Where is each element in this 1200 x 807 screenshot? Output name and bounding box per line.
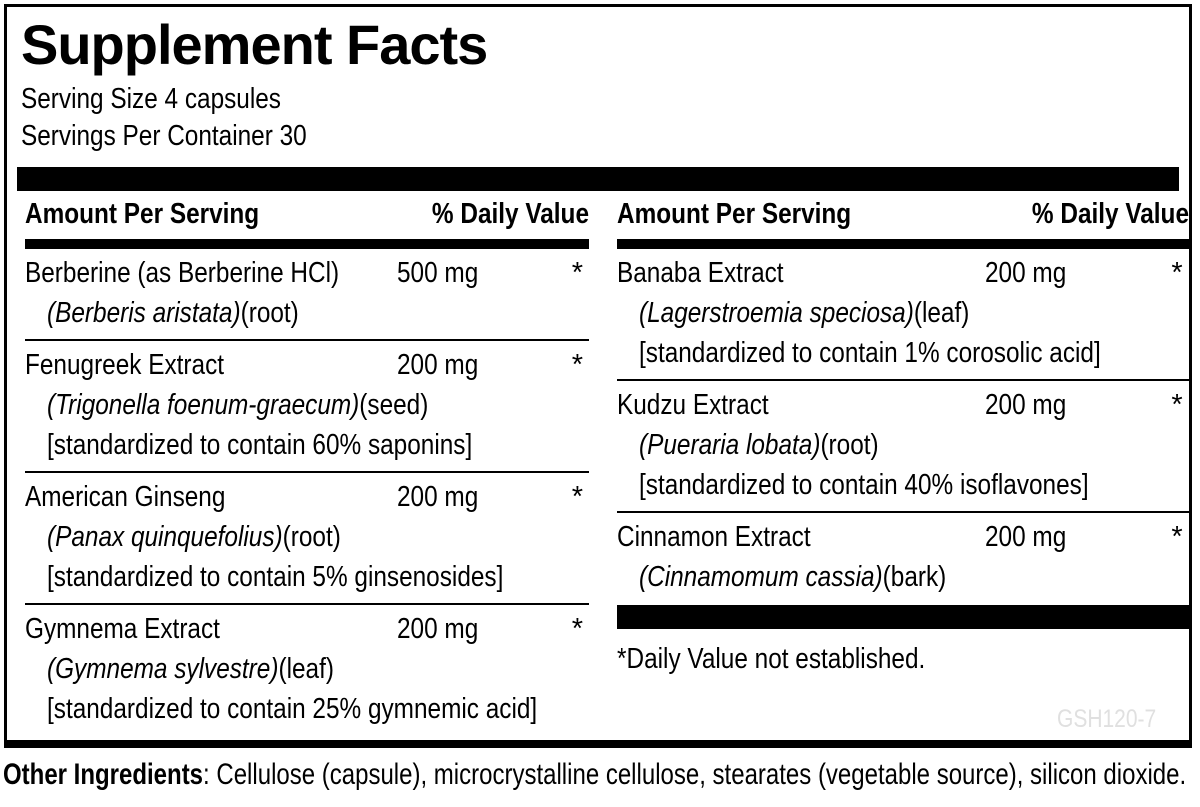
plant-part: (root) — [820, 429, 879, 461]
daily-value-header: % Daily Value — [431, 198, 589, 230]
daily-value-footnote: *Daily Value not established. — [617, 643, 926, 675]
plant-part: (seed) — [359, 389, 429, 421]
supplement-facts-panel: Supplement Facts Serving Size 4 capsules… — [4, 4, 1192, 748]
standardization-note: [standardized to contain 40% isoflavones… — [639, 469, 1089, 501]
botanical-name: (Panax quinquefolius) — [47, 521, 283, 553]
daily-value-asterisk: * — [1171, 521, 1183, 553]
botanical-name: (Berberis aristata) — [47, 297, 241, 329]
ingredient-columns: Amount Per Serving % Daily Value Berberi… — [17, 191, 1189, 735]
ingredient-name: Cinnamon Extract — [617, 521, 811, 553]
other-ingredients-text: : Cellulose (capsule), microcrystalline … — [203, 758, 1187, 791]
header-divider-bar — [17, 167, 1179, 191]
botanical-line: (Gymnema sylvestre)(leaf) — [25, 649, 589, 689]
plant-part: (bark) — [882, 561, 947, 593]
serving-size: Serving Size 4 capsules — [21, 83, 281, 115]
botanical-name: (Trigonella foenum-graecum) — [47, 389, 360, 421]
other-ingredients-line: Other Ingredients: Cellulose (capsule), … — [3, 755, 1200, 795]
ingredient-amount: 500 mg — [397, 257, 479, 289]
ingredient-amount: 200 mg — [985, 521, 1067, 553]
ingredient-row-fenugreek: Fenugreek Extract 200 mg * (Trigonella f… — [25, 339, 589, 471]
ingredient-name: American Ginseng — [25, 481, 226, 513]
standardization-note: [standardized to contain 5% ginsenosides… — [47, 561, 504, 593]
daily-value-asterisk: * — [571, 481, 583, 513]
daily-value-asterisk: * — [1171, 257, 1183, 289]
botanical-line: (Lagerstroemia speciosa)(leaf) — [617, 293, 1189, 333]
plant-part: (root) — [240, 297, 299, 329]
ingredient-name: Kudzu Extract — [617, 389, 769, 421]
column-header-bar — [25, 239, 589, 249]
standardization-note: [standardized to contain 1% corosolic ac… — [639, 337, 1101, 369]
amount-per-serving-header: Amount Per Serving — [617, 198, 852, 230]
botanical-line: (Panax quinquefolius)(root) — [25, 517, 589, 557]
botanical-line: (Berberis aristata)(root) — [25, 293, 589, 333]
serving-info: Serving Size 4 capsules Servings Per Con… — [21, 81, 1179, 155]
botanical-line: (Trigonella foenum-graecum)(seed) — [25, 385, 589, 425]
ingredient-name: Gymnema Extract — [25, 613, 220, 645]
standardization-note: [standardized to contain 60% saponins] — [47, 429, 473, 461]
amount-per-serving-header: Amount Per Serving — [25, 198, 260, 230]
botanical-line: (Cinnamomum cassia)(bark) — [617, 557, 1189, 597]
servings-per-container: Servings Per Container 30 — [21, 120, 307, 152]
other-ingredients-label: Other Ingredients — [3, 758, 204, 791]
botanical-name: (Lagerstroemia speciosa) — [639, 297, 914, 329]
ingredient-row-cinnamon: Cinnamon Extract 200 mg * (Cinnamomum ca… — [617, 511, 1189, 603]
ingredient-name: Banaba Extract — [617, 257, 784, 289]
daily-value-header: % Daily Value — [1031, 198, 1189, 230]
daily-value-asterisk: * — [571, 349, 583, 381]
standardization-note: [standardized to contain 25% gymnemic ac… — [47, 693, 538, 725]
product-code-watermark: GSH120-7 — [1056, 705, 1157, 733]
plant-part: (root) — [282, 521, 341, 553]
daily-value-asterisk: * — [571, 613, 583, 645]
ingredient-row-gymnema: Gymnema Extract 200 mg * (Gymnema sylves… — [25, 603, 589, 735]
right-column-header: Amount Per Serving % Daily Value — [617, 191, 1189, 239]
ingredient-row-kudzu: Kudzu Extract 200 mg * (Pueraria lobata)… — [617, 379, 1189, 511]
panel-title: Supplement Facts — [21, 13, 488, 76]
left-column: Amount Per Serving % Daily Value Berberi… — [17, 191, 595, 735]
ingredient-name: Fenugreek Extract — [25, 349, 225, 381]
ingredient-amount: 200 mg — [397, 613, 479, 645]
ingredient-name: Berberine (as Berberine HCl) — [25, 257, 340, 289]
column-header-bar — [617, 239, 1189, 249]
ingredient-amount: 200 mg — [985, 389, 1067, 421]
right-column: Amount Per Serving % Daily Value Banaba … — [595, 191, 1193, 735]
daily-value-asterisk: * — [1171, 389, 1183, 421]
ingredient-row-berberine: Berberine (as Berberine HCl) 500 mg * (B… — [25, 249, 589, 339]
ingredient-row-american-ginseng: American Ginseng 200 mg * (Panax quinque… — [25, 471, 589, 603]
left-column-header: Amount Per Serving % Daily Value — [25, 191, 589, 239]
plant-part: (leaf) — [913, 297, 970, 329]
botanical-name: (Pueraria lobata) — [639, 429, 821, 461]
ingredient-row-banaba: Banaba Extract 200 mg * (Lagerstroemia s… — [617, 249, 1189, 379]
botanical-name: (Cinnamomum cassia) — [639, 561, 883, 593]
botanical-line: (Pueraria lobata)(root) — [617, 425, 1189, 465]
ingredient-amount: 200 mg — [397, 349, 479, 381]
daily-value-asterisk: * — [571, 257, 583, 289]
footnote-divider-bar — [617, 605, 1189, 629]
ingredient-amount: 200 mg — [985, 257, 1067, 289]
plant-part: (leaf) — [278, 653, 334, 685]
ingredient-amount: 200 mg — [397, 481, 479, 513]
botanical-name: (Gymnema sylvestre) — [47, 653, 279, 685]
